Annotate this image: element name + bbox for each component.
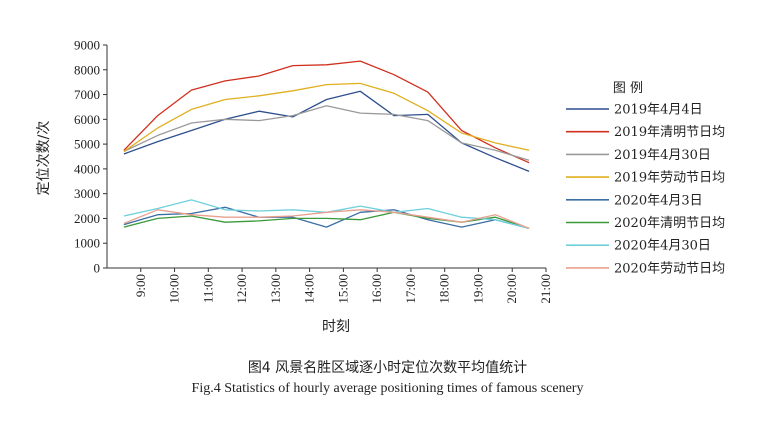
series-line (123, 90, 530, 173)
legend-entry: 2020年劳动节日均 (614, 260, 725, 276)
y-tick-label: 4000 (74, 161, 100, 176)
legend: 图 例 2019年4月4日 2019年清明节日均 2019年4月30日 2019年劳动节… (566, 81, 725, 276)
y-tick-label: 2000 (74, 211, 100, 226)
y-tick-label: 7000 (74, 87, 100, 102)
series-line (123, 206, 530, 230)
y-tick-label: 8000 (74, 62, 100, 77)
y-axis: 0 1000 2000 3000 4000 5000 6000 7000 8000 9000 (74, 38, 108, 276)
x-tick-label: 21:00 (538, 274, 553, 304)
legend-entry: 2019年4月30日 (614, 148, 711, 163)
x-tick-label: 13:00 (268, 274, 283, 304)
figure-caption-english: Fig.4 Statistics of hourly average posit… (191, 381, 584, 396)
series-line (123, 60, 530, 164)
x-tick-label: 10:00 (167, 274, 182, 304)
legend-entry: 2019年清明节日均 (614, 125, 725, 140)
series-line (123, 82, 530, 153)
legend-entry: 2020年4月3日 (614, 193, 703, 208)
x-tick-label: 18:00 (437, 274, 452, 304)
x-tick-label: 11:00 (200, 274, 215, 303)
x-tick-label: 12:00 (234, 274, 249, 304)
y-tick-label: 1000 (74, 236, 100, 251)
legend-entry: 2020年4月30日 (614, 239, 711, 254)
x-tick-label: 19:00 (470, 274, 485, 304)
x-tick-label: 15:00 (335, 274, 350, 304)
y-tick-label: 0 (94, 261, 101, 276)
x-axis: 9:00 10:00 11:00 12:00 13:00 14:00 15:00 16:00 1… (107, 267, 553, 304)
figure-caption-chinese: 图4 风景名胜区域逐小时定位次数平均值统计 (247, 360, 528, 376)
legend-entry: 2020年清明节日均 (614, 216, 725, 231)
x-tick-label: 9:00 (133, 274, 148, 297)
x-axis-title: 时刻 (322, 319, 350, 335)
x-tick-label: 17:00 (403, 274, 418, 304)
y-tick-label: 9000 (74, 38, 100, 53)
y-axis-title: 定位次数/次 (36, 121, 52, 196)
legend-title: 图 例 (613, 81, 643, 96)
x-tick-label: 16:00 (369, 274, 384, 304)
series-lines (123, 60, 530, 230)
line-chart: 0 1000 2000 3000 4000 5000 6000 7000 8000 9000 9:… (36, 38, 725, 336)
series-line (123, 105, 530, 161)
y-tick-label: 3000 (74, 186, 100, 201)
x-tick-label: 14:00 (302, 274, 317, 304)
series-line (123, 209, 530, 230)
x-tick-label: 20:00 (504, 274, 519, 304)
legend-entry: 2019年4月4日 (614, 103, 703, 118)
y-tick-label: 5000 (74, 137, 100, 152)
legend-entry: 2019年劳动节日均 (614, 170, 725, 186)
y-tick-label: 6000 (74, 112, 100, 127)
